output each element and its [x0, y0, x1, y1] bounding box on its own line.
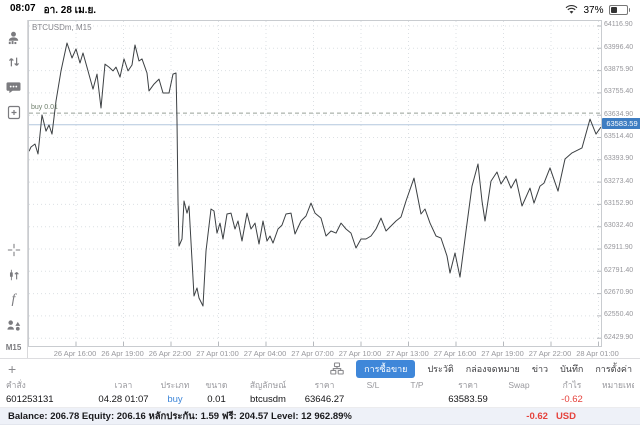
row-cell: 0.01 [194, 394, 239, 405]
current-price-tag: 63583.59 [602, 118, 640, 129]
price-axis-label: 63393.90 [604, 155, 633, 162]
price-axis-label: 63032.40 [604, 222, 633, 229]
price-axis-label: 63152.90 [604, 200, 633, 207]
timeframe-button[interactable]: M15 [6, 343, 22, 352]
time-axis-label: 27 Apr 07:00 [291, 349, 334, 358]
time-axis-label: 26 Apr 19:00 [101, 349, 144, 358]
price-axis-label: 63273.40 [604, 178, 633, 185]
price-axis-label: 62911.90 [604, 244, 633, 251]
tab-item[interactable]: บันทึก [560, 360, 583, 378]
row-cell: 601253131 [6, 394, 91, 405]
objects-icon[interactable] [3, 314, 25, 336]
price-axis-label: 62670.90 [604, 289, 633, 296]
time-axis-label: 27 Apr 16:00 [434, 349, 477, 358]
column-header: กำไร [542, 378, 602, 392]
battery-percent: 37% [583, 5, 603, 16]
time-axis-label: 27 Apr 19:00 [481, 349, 524, 358]
time-axis-label: 27 Apr 10:00 [339, 349, 382, 358]
row-cell: 63646.27 [297, 394, 352, 405]
column-header: Swap [496, 380, 542, 390]
bottom-panel: + การซื้อขาย ประวัติ กล่องจดหมาย ข่าว บันทึก… [0, 358, 640, 425]
total-profit-value: -0.62 [526, 411, 548, 422]
price-axis-label: 62550.40 [604, 311, 633, 318]
chart-toolbar: f M15 [0, 20, 28, 358]
trade-icon[interactable] [3, 51, 25, 73]
column-header: คำสั่ง [6, 378, 91, 392]
column-header: ราคา [297, 378, 352, 392]
row-cell: btcusdm [239, 394, 297, 405]
price-axis-label: 63755.40 [604, 88, 633, 95]
balance-summary: Balance: 206.78 Equity: 206.16 หลักประกั… [8, 409, 352, 424]
trade-tab-bar: + การซื้อขาย ประวัติ กล่องจดหมาย ข่าว บันทึก… [0, 358, 640, 378]
row-cell: buy [156, 394, 194, 405]
status-time: 08:07 [10, 3, 36, 18]
order-line-label: buy 0.01 [31, 104, 58, 111]
column-header: ประเภท [156, 378, 194, 392]
time-axis-label: 27 Apr 04:00 [244, 349, 287, 358]
chart-symbol-label: BTCUSDm, M15 [32, 23, 92, 32]
chart-area: BTCUSDm, M15 buy 0.01 63583.59 64116.906… [28, 20, 640, 358]
account-icon[interactable] [3, 26, 25, 48]
time-axis-label: 26 Apr 22:00 [149, 349, 192, 358]
crosshair-icon[interactable] [3, 239, 25, 261]
time-axis-label: 27 Apr 22:00 [529, 349, 572, 358]
chat-icon[interactable] [3, 76, 25, 98]
wifi-icon [565, 5, 578, 15]
time-axis-label: 27 Apr 01:00 [196, 349, 239, 358]
column-header: ราคา [440, 378, 496, 392]
battery-icon [609, 5, 631, 15]
positions-table: คำสั่งเวลาประเภทขนาดสัญลักษณ์ราคาS/LT/Pร… [0, 378, 640, 408]
time-axis-label: 27 Apr 13:00 [386, 349, 429, 358]
price-axis-label: 63634.90 [604, 111, 633, 118]
column-header: สัญลักษณ์ [239, 378, 297, 392]
status-bar: 08:07 อา. 28 เม.ย. 37% [0, 0, 640, 20]
tab-item[interactable]: ประวัติ [427, 360, 453, 378]
chart-plot[interactable]: BTCUSDm, M15 buy 0.01 [28, 20, 602, 347]
row-cell: -0.62 [542, 394, 602, 405]
new-order-icon[interactable] [3, 101, 25, 123]
tab-trade-active[interactable]: การซื้อขาย [356, 360, 415, 378]
table-row[interactable]: 60125313104.28 01:07buy0.01btcusdm63646.… [0, 391, 640, 408]
tab-item[interactable]: การตั้งค่า [595, 360, 632, 378]
price-axis: 64116.90 63996.40 63875.90 63755.40 63634.90… [602, 20, 640, 346]
main-area: f M15 BTCUSDm, M15 buy 0.01 63583.59 641… [0, 20, 640, 358]
sort-icon[interactable] [330, 362, 344, 375]
column-header: S/L [352, 380, 394, 390]
row-cell: 63583.59 [440, 394, 496, 405]
time-axis-label: 26 Apr 16:00 [54, 349, 97, 358]
function-icon[interactable]: f [3, 289, 25, 311]
price-axis-label: 63514.40 [604, 133, 633, 140]
price-axis-label: 62429.90 [604, 334, 633, 341]
total-profit: -0.62 USD [526, 411, 576, 422]
row-cell: 04.28 01:07 [91, 394, 156, 405]
balance-bar: Balance: 206.78 Equity: 206.16 หลักประกั… [0, 408, 640, 425]
tab-item[interactable]: ข่าว [532, 360, 548, 378]
time-axis-label: 28 Apr 01:00 [576, 349, 619, 358]
price-axis-label: 63996.40 [604, 44, 633, 51]
status-date: อา. 28 เม.ย. [44, 3, 97, 18]
price-axis-label: 62791.40 [604, 267, 633, 274]
table-header-row: คำสั่งเวลาประเภทขนาดสัญลักษณ์ราคาS/LT/Pร… [0, 378, 640, 391]
tab-item[interactable]: กล่องจดหมาย [466, 360, 520, 378]
price-axis-label: 64116.90 [604, 21, 633, 28]
price-axis-label: 63875.90 [604, 66, 633, 73]
column-header: หมายเหตุ [602, 378, 634, 392]
column-header: เวลา [91, 378, 156, 392]
chart-canvas[interactable] [29, 21, 601, 346]
indicator-icon[interactable] [3, 264, 25, 286]
column-header: ขนาด [194, 378, 239, 392]
total-profit-currency: USD [556, 411, 576, 422]
column-header: T/P [394, 380, 440, 390]
new-order-button[interactable]: + [8, 362, 16, 376]
